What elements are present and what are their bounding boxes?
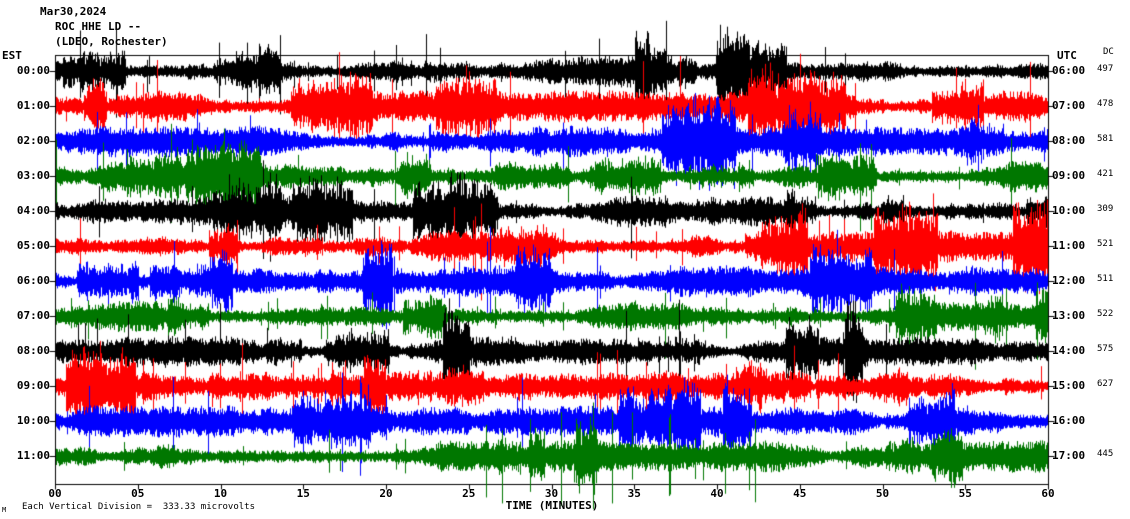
est-time-label: 07:00	[16, 309, 50, 322]
dc-value-label: 309	[1097, 204, 1114, 214]
utc-time-label: 16:00	[1052, 414, 1086, 427]
title-date: Mar30,2024	[40, 5, 107, 18]
x-tick-label: 55	[958, 487, 972, 500]
right-axis-label: UTC	[1057, 49, 1077, 62]
est-time-label: 03:00	[16, 169, 50, 182]
dc-axis-label: DC	[1103, 47, 1114, 57]
dc-value-label: 478	[1097, 99, 1114, 109]
est-time-label: 02:00	[16, 134, 50, 147]
x-tick-label: 45	[793, 487, 807, 500]
x-tick-label: 00	[48, 487, 62, 500]
dc-value-label: 421	[1097, 169, 1114, 179]
x-axis-title: TIME (MINUTES)	[505, 499, 599, 512]
dc-value-label: 497	[1097, 64, 1114, 74]
est-time-label: 00:00	[16, 64, 50, 77]
scale-note: Each Vertical Division = 333.33 microvol…	[22, 502, 255, 512]
est-time-label: 11:00	[16, 449, 50, 462]
x-tick-label: 05	[131, 487, 145, 500]
left-axis-label: EST	[2, 49, 22, 62]
x-tick-label: 20	[379, 487, 393, 500]
dc-value-label: 581	[1097, 134, 1114, 144]
utc-time-label: 11:00	[1052, 239, 1086, 252]
dc-value-label: 521	[1097, 239, 1114, 249]
est-time-label: 06:00	[16, 274, 50, 287]
dc-value-label: 575	[1097, 344, 1114, 354]
utc-time-label: 14:00	[1052, 344, 1086, 357]
est-time-label: 10:00	[16, 414, 50, 427]
est-time-label: 05:00	[16, 239, 50, 252]
title-location: (LDEO, Rochester)	[55, 35, 168, 48]
utc-time-label: 08:00	[1052, 134, 1086, 147]
utc-time-label: 17:00	[1052, 449, 1086, 462]
utc-time-label: 12:00	[1052, 274, 1086, 287]
x-tick-label: 30	[544, 487, 559, 500]
x-tick-label: 10	[213, 487, 228, 500]
x-tick-label: 50	[875, 487, 890, 500]
utc-time-label: 06:00	[1052, 64, 1086, 77]
x-tick-label: 35	[627, 487, 641, 500]
x-tick-label: 40	[710, 487, 724, 500]
x-tick-label: 25	[462, 487, 476, 500]
utc-time-label: 07:00	[1052, 99, 1086, 112]
dc-value-label: 511	[1097, 274, 1114, 284]
utc-time-label: 15:00	[1052, 379, 1086, 392]
watermark-mark: M	[2, 506, 7, 514]
dc-value-label: 627	[1097, 379, 1114, 389]
utc-time-label: 10:00	[1052, 204, 1086, 217]
utc-time-label: 09:00	[1052, 169, 1086, 182]
title-station: ROC HHE LD --	[55, 20, 142, 33]
utc-time-label: 13:00	[1052, 309, 1086, 322]
est-time-label: 01:00	[16, 99, 50, 112]
dc-value-label: 445	[1097, 449, 1114, 459]
x-tick-label: 15	[296, 487, 310, 500]
est-time-label: 09:00	[16, 379, 50, 392]
x-tick-label: 60	[1041, 487, 1055, 500]
est-time-label: 04:00	[16, 204, 50, 217]
est-time-label: 08:00	[16, 344, 50, 357]
dc-value-label: 522	[1097, 309, 1114, 319]
